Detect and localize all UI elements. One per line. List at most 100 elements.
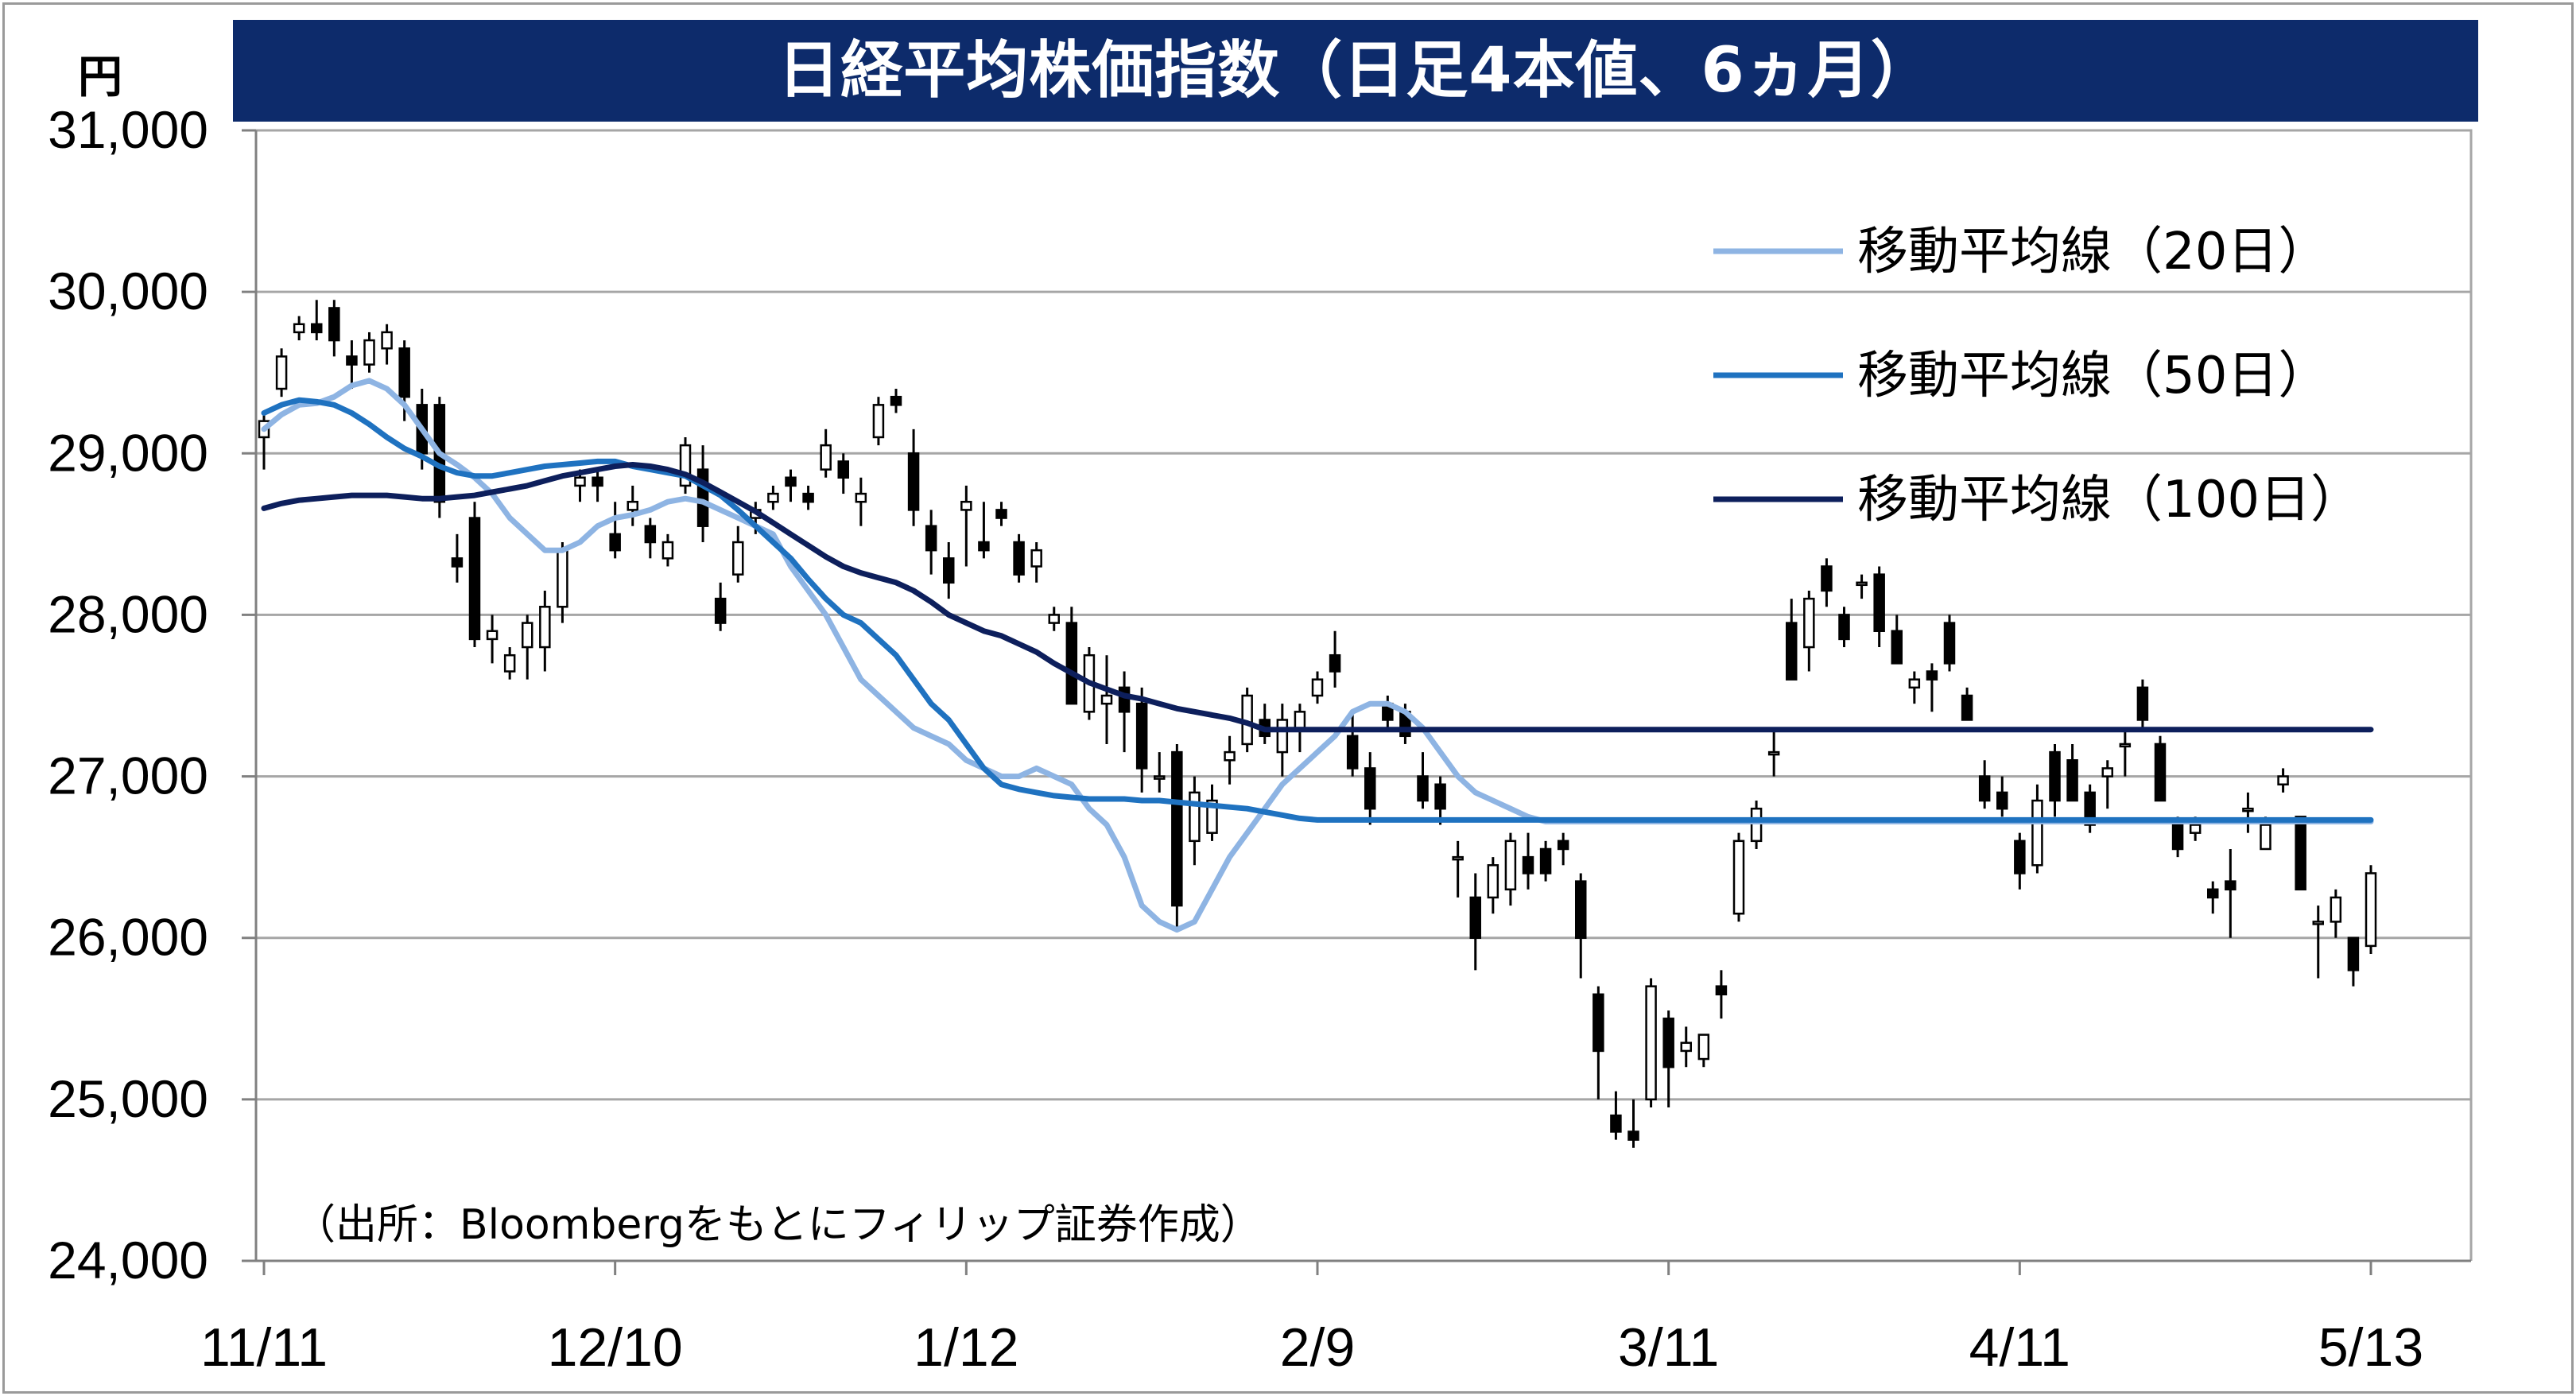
candlestick [837,453,849,494]
candle-body-down [1065,622,1078,705]
candlestick [2101,760,2113,809]
candlestick [539,590,551,672]
candle-body-up [1487,864,1499,899]
candlestick [1100,655,1113,744]
candle-body-down [2225,880,2237,891]
candle-body-up [486,630,499,641]
candle-body-down [468,517,481,641]
candlestick [1135,687,1148,793]
candle-body-down [592,476,603,487]
candlestick [609,502,621,559]
candlestick [1680,1026,1692,1068]
candle-body-down [1943,622,1956,665]
candle-body-up [1750,807,1763,843]
candlestick [1803,590,1815,672]
candlestick [2242,792,2254,833]
candlestick [661,533,674,567]
candlestick [767,485,779,510]
candlestick [1189,776,1201,866]
source-note: （出所：Bloombergをもとにフィリップ証券作成） [294,1201,1262,1249]
candlestick [1767,727,1780,777]
candle-body-down [2154,743,2167,802]
candlestick [1382,696,1394,728]
candlestick [714,582,727,631]
candle-body-down [1996,791,2008,810]
candlestick [2347,936,2360,987]
candle-body-down [311,323,323,334]
candlestick [1118,671,1131,753]
candle-body-up [2189,824,2202,834]
candle-body-down [1575,880,1587,939]
candle-body-up [1189,791,1201,843]
candle-body-down [1961,694,1973,721]
candlestick [328,300,340,357]
candlestick [1522,832,1534,890]
chart-title: 日経平均株価指数（日足4本値、6ヵ月） [233,20,2478,122]
candle-body-up [1645,985,1657,1101]
legend: 移動平均線（20日） 移動平均線（50日） 移動平均線（100日） [1713,223,2361,529]
candle-body-up [503,653,516,673]
candlestick [2260,816,2271,851]
candlestick [978,502,990,559]
candlestick [644,518,657,559]
candlestick [557,542,568,623]
candle-body-up [1856,581,1868,587]
y-axis-unit: 円 [78,52,122,103]
x-tick-label: 1/12 [914,1317,1018,1378]
candlestick [1943,615,1956,672]
candlestick [522,615,533,680]
candlestick [1610,1091,1622,1140]
candlestick [293,316,305,341]
candlestick [2225,848,2237,938]
candlestick [1048,607,1060,631]
candle-body-up [2365,872,2377,948]
candlestick [2119,727,2132,777]
candle-body-up [2330,896,2342,923]
candle-body-down [1978,775,1991,802]
candlestick [1645,978,1657,1108]
candlestick [2084,784,2096,833]
candle-body-up [1154,775,1166,780]
candlestick [1346,712,1359,777]
candlestick [1575,873,1587,979]
candlestick [855,477,867,526]
y-tick-label: 29,000 [48,423,208,482]
candle-body-up [381,331,393,350]
candle-body-down [714,597,727,624]
candlestick [1627,1099,1639,1148]
candle-body-down [2049,750,2061,802]
candle-body-up [1504,840,1517,891]
candlestick [2066,743,2078,802]
candle-body-down [995,509,1007,519]
candle-body-up [574,476,586,487]
candle-body-up [1030,549,1042,568]
candlestick [2049,743,2061,817]
candlestick [1329,630,1341,688]
candle-body-down [1821,565,1833,592]
y-tick-label: 28,000 [48,584,208,643]
candlestick [960,485,972,567]
candlestick [1891,615,1903,665]
candlestick [1013,533,1025,583]
candle-body-down [1662,1018,1674,1068]
candlestick [2014,832,2026,890]
candle-body-up [275,355,288,390]
candlestick [311,300,323,341]
candle-body-up [1100,694,1113,705]
candlestick [907,428,920,526]
candle-body-down [1627,1130,1639,1141]
y-tick-label: 30,000 [48,262,208,320]
candlestick [995,502,1007,526]
candle-body-up [661,541,674,560]
candlestick [1065,607,1078,705]
candlestick [451,533,464,583]
ma-line [261,462,2374,733]
candlestick [1662,1010,1674,1108]
candlestick [1539,840,1552,882]
candlestick [1504,832,1517,906]
candle-body-down [451,557,464,568]
candle-body-up [1803,597,1815,649]
candlestick [2365,865,2377,955]
candlestick [1856,574,1868,599]
candle-body-down [1593,993,1604,1053]
